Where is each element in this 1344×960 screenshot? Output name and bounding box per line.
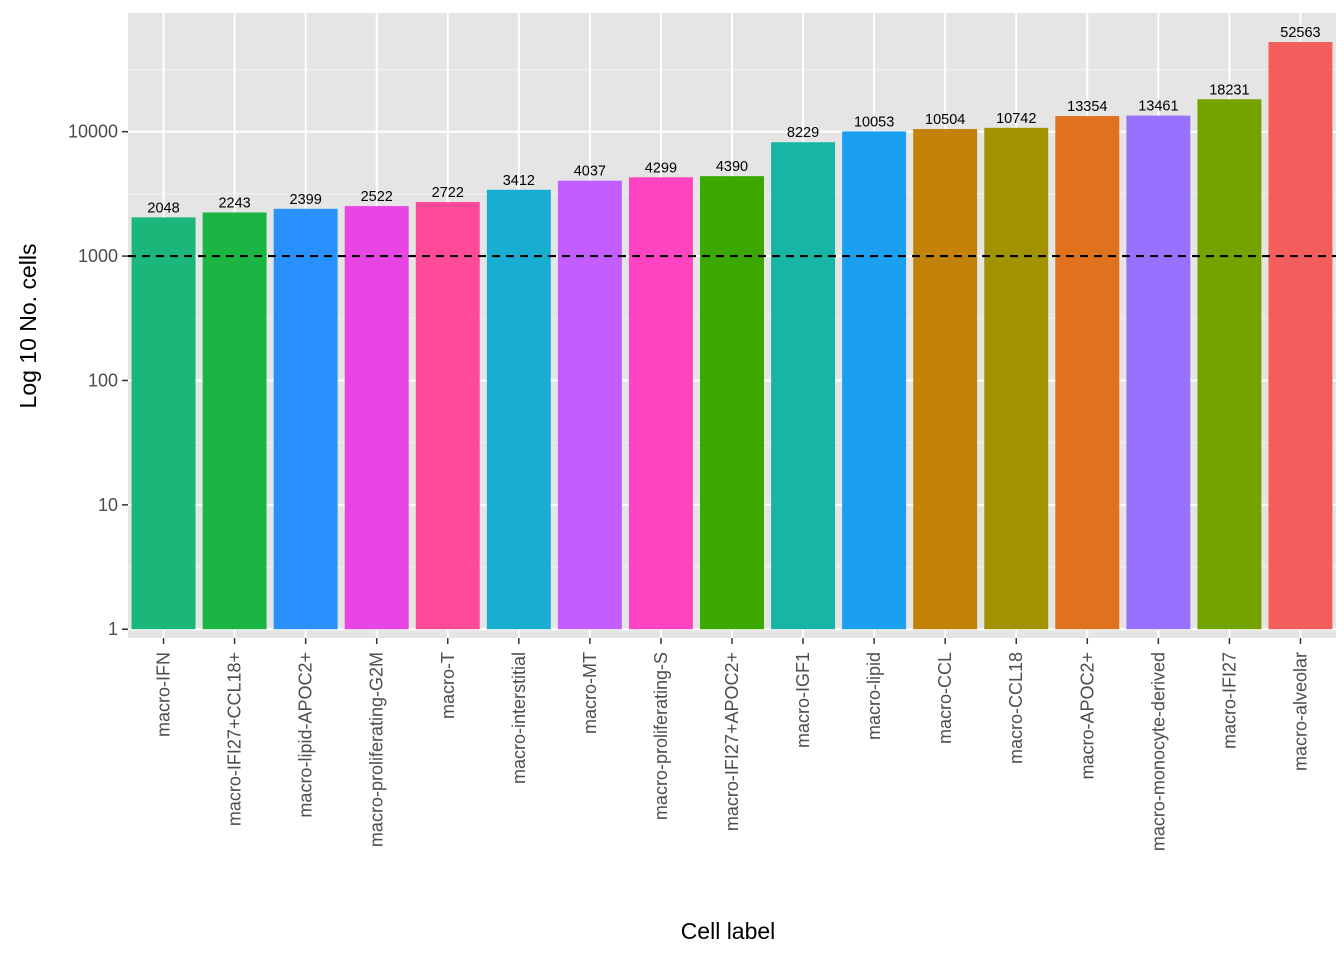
bar-macro-interstitial [486,189,551,630]
x-tick-label: macro-IGF1 [793,652,813,748]
x-tick-label: macro-MT [580,652,600,734]
x-tick-label: macro-IFN [154,652,174,737]
y-tick-label: 100 [88,370,118,390]
x-tick-label: macro-monocyte-derived [1148,652,1168,851]
bar-value-label: 10053 [854,114,894,130]
x-tick-label: macro-alveolar [1290,652,1310,771]
bar-macro-ccl [913,129,978,630]
bar-value-label: 2243 [218,195,250,211]
bar-value-label: 52563 [1280,25,1320,41]
x-tick-label: macro-interstitial [509,652,529,784]
y-axis-title: Log 10 No. cells [15,244,41,409]
bar-value-label: 10504 [925,112,965,128]
bar-macro-mt [557,180,622,630]
bar-value-label: 13461 [1138,99,1178,115]
x-tick-label: macro-APOC2+ [1077,652,1097,780]
bar-value-label: 13354 [1067,99,1107,115]
bar-value-label: 10742 [996,111,1036,127]
x-tick-label: macro-CCL [935,652,955,744]
x-tick-label: macro-proliferating-G2M [367,652,387,847]
x-tick-label: macro-IFI27+CCL18+ [225,652,245,826]
bar-macro-igf1 [771,142,836,630]
bar-macro-lipid [842,131,907,630]
bar-value-label: 2399 [290,192,322,208]
x-tick-label: macro-proliferating-S [651,652,671,820]
bar-value-label: 8229 [787,125,819,141]
bar-value-label: 2722 [432,185,464,201]
bar-macro-t [415,201,480,630]
bar-value-label: 2522 [361,189,393,205]
bar-macro-apoc2- [1055,116,1120,630]
bar-macro-ifn [131,217,196,630]
bars [131,42,1333,630]
y-tick-label: 1 [108,619,118,639]
x-axis-title: Cell label [681,918,776,944]
y-tick-label: 1000 [78,246,118,266]
x-tick-label: macro-lipid-APOC2+ [296,652,316,818]
x-tick-label: macro-IFI27+APOC2+ [722,652,742,831]
bar-macro-ifi27 [1197,99,1262,630]
bar-macro-ifi27-apoc2- [700,176,764,630]
x-tick-label: macro-T [438,652,458,719]
bar-macro-ccl18 [984,127,1049,630]
bar-macro-alveolar [1268,42,1333,630]
x-axis: macro-IFN macro-IFI27+CCL18+ macro-lipid-A… [154,638,1310,851]
bar-value-label: 4037 [574,164,606,180]
y-tick-label: 10 [98,495,118,515]
y-axis: 1 10 100 1000 10000 [68,122,128,639]
x-tick-label: macro-IFI27 [1219,652,1239,749]
y-tick-label: 10000 [68,122,118,142]
x-tick-label: macro-lipid [864,652,884,740]
bar-value-label: 3412 [503,173,535,189]
x-tick-label: macro-CCL18 [1006,652,1026,764]
bar-value-labels: 2048 2243 2399 2522 2722 3412 4037 4299 4390 8229… [147,25,1320,216]
bar-value-label: 2048 [147,200,179,216]
bar-macro-ifi27-ccl18- [202,212,267,630]
bar-macro-lipid-apoc2- [273,208,338,630]
bar-macro-monocyte-derived [1126,115,1191,630]
bar-macro-proliferating-s [628,177,693,630]
bar-value-label: 4390 [716,159,748,175]
bar-value-label: 18231 [1209,82,1249,98]
bar-macro-proliferating-g2m [344,206,409,630]
bar-value-label: 4299 [645,160,677,176]
